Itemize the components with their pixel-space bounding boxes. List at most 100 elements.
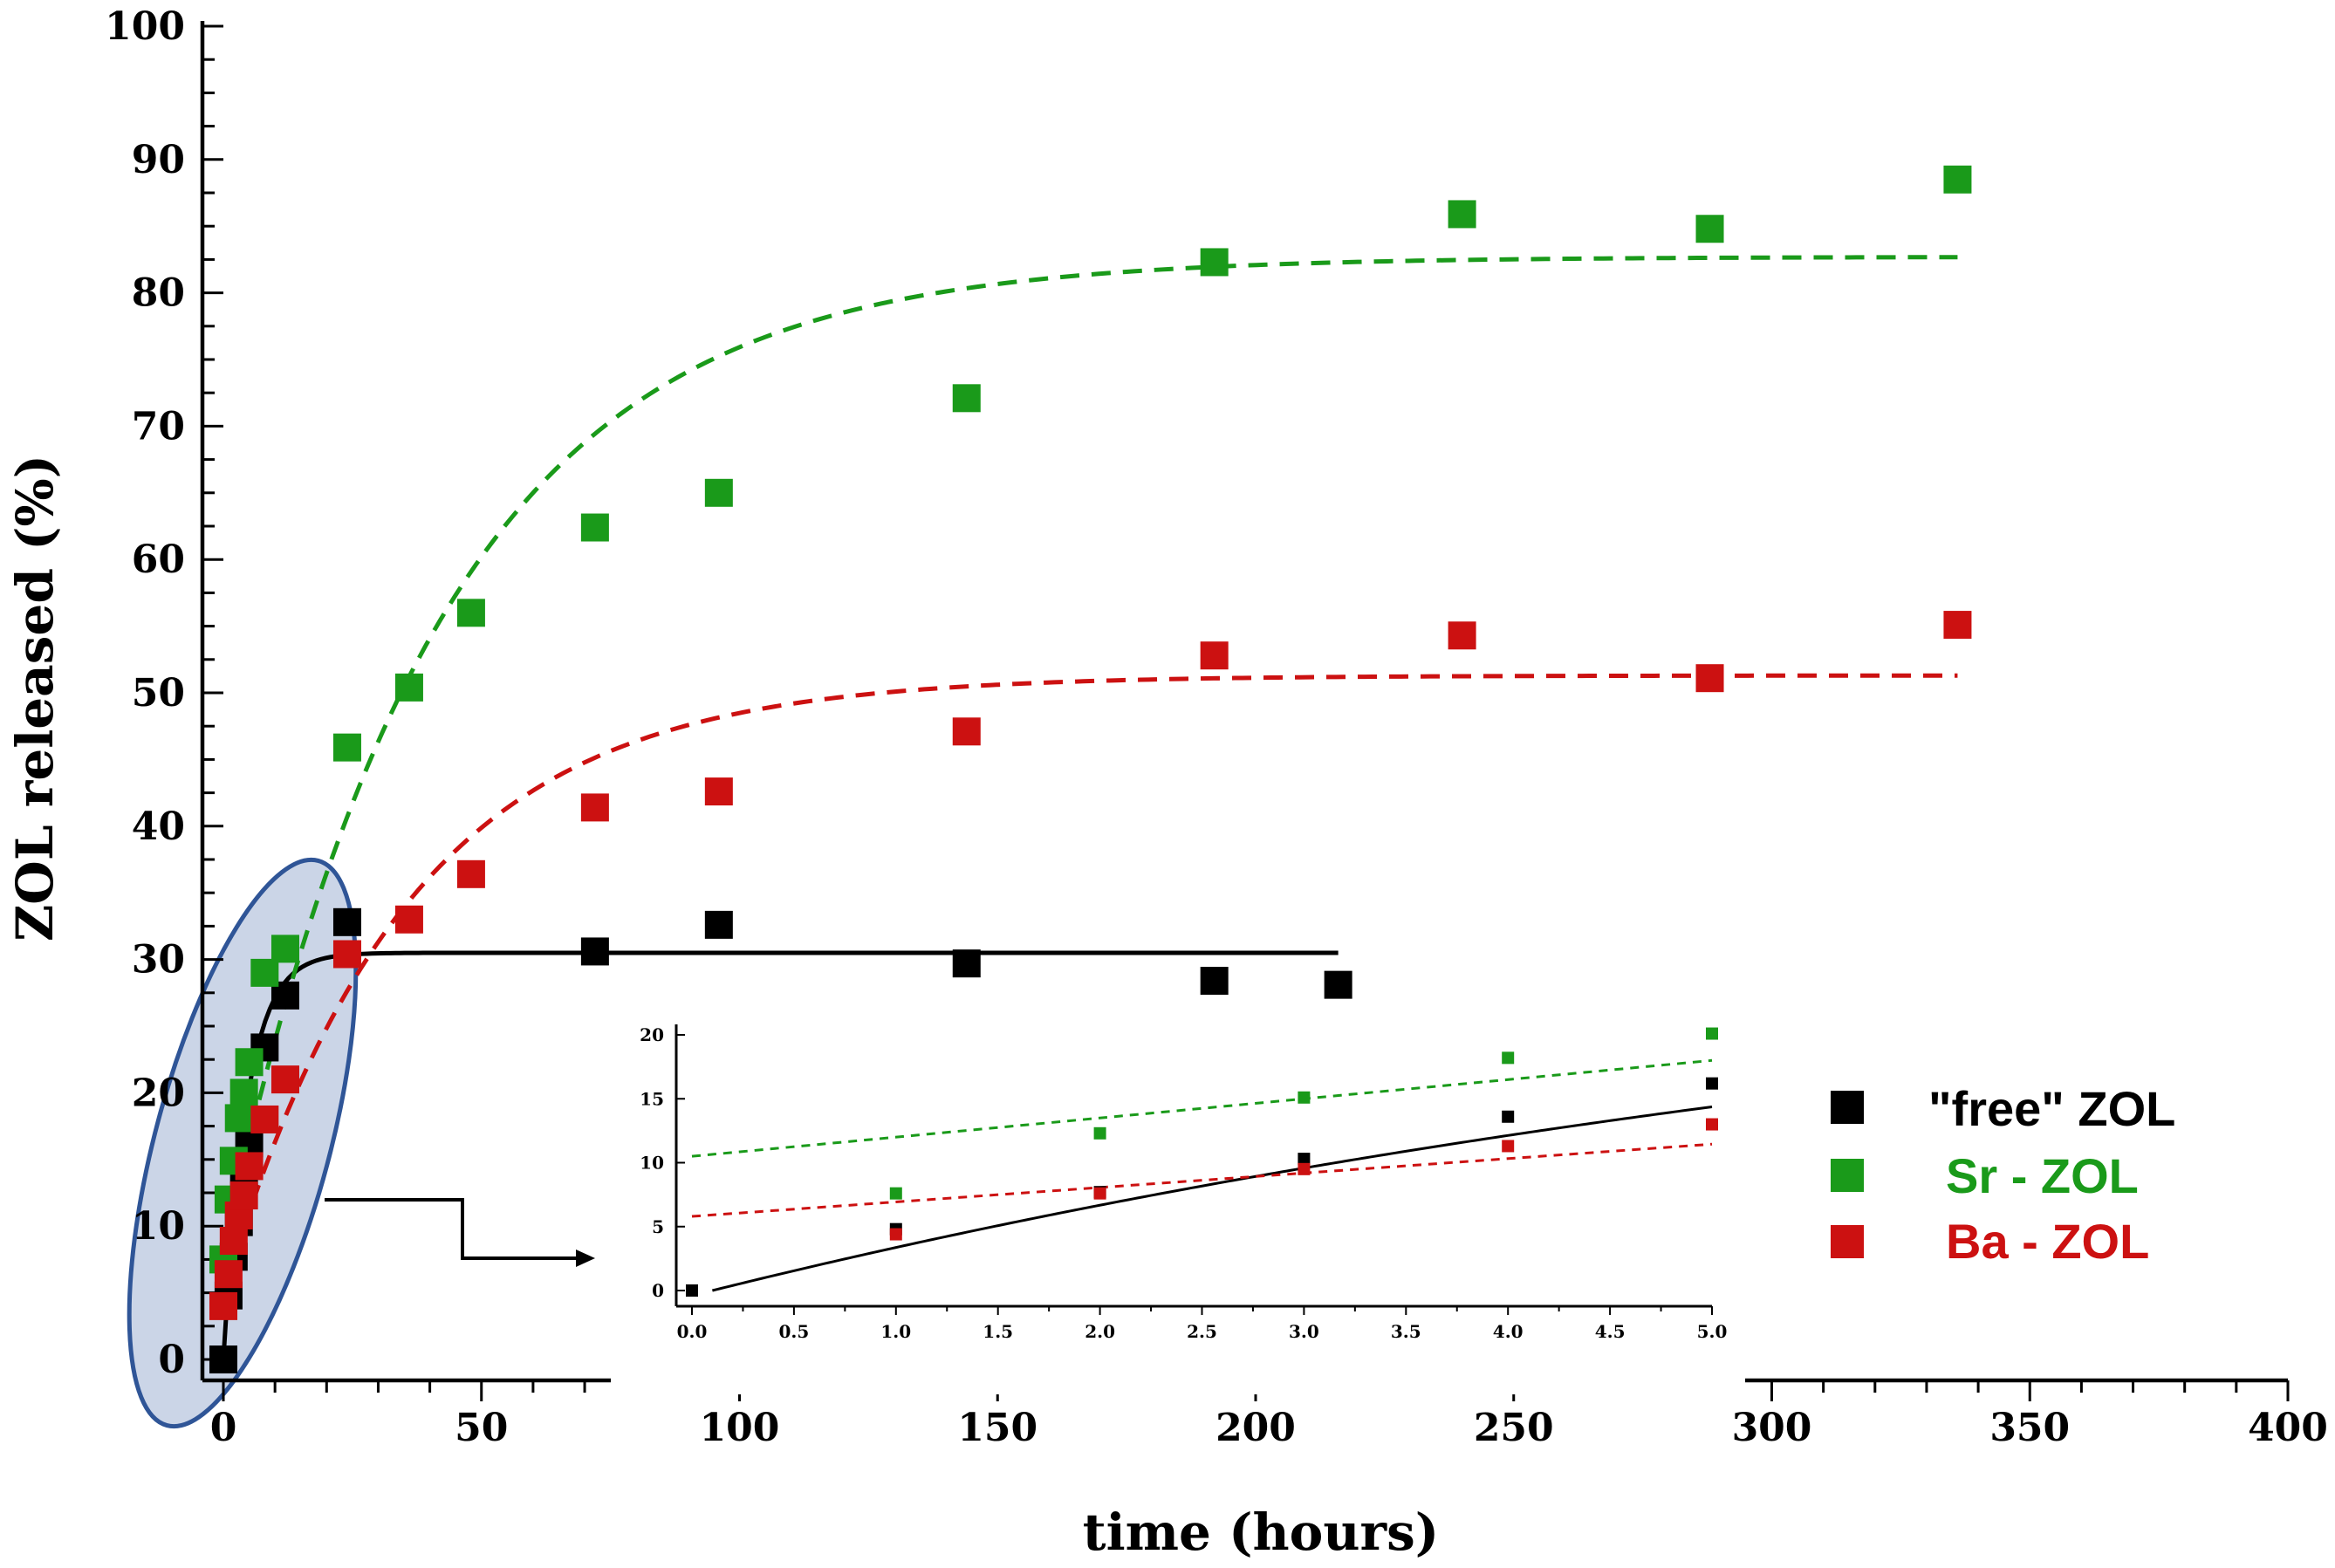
inset-x-tick-label: 5.0 [1697, 1321, 1728, 1342]
inset-y-tick-label: 0 [652, 1280, 664, 1301]
legend: "free" ZOL Sr - ZOL Ba - ZOL [1831, 1081, 2175, 1269]
x-tick-label: 350 [1989, 1406, 2070, 1450]
point-ba-zol [229, 1181, 258, 1210]
point-sr-zol [1695, 215, 1724, 243]
legend-marker-free-zol [1831, 1091, 1864, 1124]
fit-curve-sr-zol [221, 255, 1958, 1254]
arrow-head [576, 1250, 595, 1267]
point-ba-zol [1448, 621, 1476, 650]
y-tick-label: 80 [132, 271, 185, 316]
point-sr-zol [332, 733, 361, 762]
point-ba-zol [214, 1260, 243, 1289]
point-ba-zol [394, 905, 423, 934]
point-ba-zol [219, 1227, 248, 1256]
inset-x-tick-label: 2.5 [1187, 1321, 1217, 1342]
main-data-points [209, 165, 1972, 1373]
inset-x-tick-label: 1.5 [983, 1321, 1013, 1342]
inset-point-sr-zol [889, 1187, 902, 1200]
inset-x-tick-label: 2.0 [1085, 1321, 1115, 1342]
inset-point-ba-zol [1093, 1187, 1106, 1200]
inset-point-free-zol [1706, 1077, 1718, 1090]
inset-connector-arrow [325, 1198, 583, 1260]
y-tick-label: 50 [132, 671, 185, 716]
inset-fit-curve-ba-zol [691, 1142, 1713, 1218]
inset-y-tick-label: 10 [640, 1153, 664, 1174]
inset-point-ba-zol [1502, 1140, 1515, 1153]
inset-fit-curves [691, 1058, 1713, 1292]
point-ba-zol [456, 859, 485, 888]
point-ba-zol [235, 1152, 264, 1181]
point-sr-zol [456, 599, 485, 627]
inset-point-ba-zol [889, 1228, 902, 1241]
y-tick-label: 60 [132, 538, 185, 582]
y-tick-label: 30 [132, 938, 185, 983]
point-ba-zol [250, 1105, 279, 1133]
x-tick-label: 100 [700, 1406, 780, 1450]
x-axis-title: time (hours) [1083, 1503, 1439, 1562]
y-tick-label: 100 [105, 4, 185, 49]
point-ba-zol [704, 777, 733, 806]
x-tick-label: 200 [1215, 1406, 1296, 1450]
point-sr-zol [1448, 200, 1476, 229]
inset-x-tick-label: 3.5 [1391, 1321, 1421, 1342]
point-sr-zol [1200, 248, 1229, 277]
inset-point-sr-zol [1298, 1091, 1311, 1104]
point-sr-zol [704, 478, 733, 507]
y-tick-label: 20 [132, 1071, 185, 1115]
point-ba-zol [952, 717, 981, 746]
inset-y-tick-label: 15 [640, 1088, 664, 1109]
fit-curve-ba-zol [221, 673, 1958, 1294]
inset-y-tick-label: 20 [640, 1024, 664, 1045]
point-sr-zol [224, 1104, 253, 1133]
point-ba-zol [1200, 641, 1229, 670]
inset-data-points [686, 1027, 1718, 1297]
x-tick-label: 250 [1474, 1406, 1554, 1450]
point-free-zol [1324, 970, 1352, 999]
inset-background [611, 1002, 1745, 1394]
legend-label-free-zol: "free" ZOL [1928, 1081, 2175, 1136]
inset-point-ba-zol [1298, 1162, 1311, 1175]
legend-label-ba-zol: Ba - ZOL [1946, 1214, 2149, 1269]
y-tick-label: 90 [132, 138, 185, 182]
point-free-zol [704, 910, 733, 939]
point-free-zol [952, 949, 981, 978]
inset-x-tick-label: 3.0 [1289, 1321, 1319, 1342]
legend-label-sr-zol: Sr - ZOL [1946, 1148, 2139, 1203]
y-tick-label: 10 [132, 1204, 185, 1249]
x-tick-label: 0 [210, 1406, 237, 1450]
y-tick-label: 0 [158, 1338, 185, 1382]
point-ba-zol [270, 1065, 299, 1094]
inset-point-sr-zol [1706, 1027, 1718, 1040]
point-free-zol [1200, 967, 1229, 996]
point-sr-zol [952, 384, 981, 413]
y-tick-label: 70 [132, 404, 185, 448]
point-ba-zol [580, 793, 609, 822]
point-ba-zol [332, 940, 361, 969]
point-free-zol [332, 907, 361, 936]
fit-curve-free-zol [221, 950, 1339, 1360]
inset-fit-curve-sr-zol [691, 1058, 1713, 1158]
legend-marker-sr-zol [1831, 1159, 1864, 1192]
x-tick-label: 300 [1732, 1406, 1812, 1450]
main-fit-curves [221, 255, 1958, 1360]
x-tick-label: 150 [957, 1406, 1037, 1450]
inset-point-free-zol [686, 1284, 698, 1297]
y-axis-title: ZOL released (%) [5, 455, 65, 941]
inset-x-tick-label: 0.0 [677, 1321, 708, 1342]
inset-axes: 0 5 10 15 20 0.0 0.5 1.0 1.5 2.0 2.5 3.0 3.5 4.0 4.5 5.… [640, 1024, 1727, 1342]
inset-x-tick-label: 1.0 [880, 1321, 911, 1342]
point-sr-zol [235, 1048, 264, 1077]
x-tick-label: 400 [2248, 1406, 2328, 1450]
point-sr-zol [1943, 165, 1972, 194]
point-sr-zol [580, 513, 609, 542]
inset-point-sr-zol [1502, 1051, 1515, 1065]
inset-fit-curve-free-zol [712, 1106, 1713, 1292]
point-ba-zol [1695, 664, 1724, 693]
point-sr-zol [394, 673, 423, 702]
inset-x-tick-label: 4.5 [1595, 1321, 1626, 1342]
y-tick-label: 40 [132, 805, 185, 849]
point-sr-zol [229, 1078, 258, 1107]
inset-point-ba-zol [1706, 1118, 1718, 1131]
